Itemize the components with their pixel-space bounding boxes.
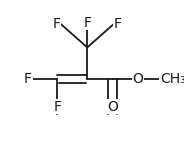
Text: O: O <box>107 100 118 114</box>
Text: F: F <box>52 17 60 31</box>
Text: F: F <box>83 16 91 30</box>
Text: O: O <box>132 72 143 86</box>
Text: CH₃: CH₃ <box>160 72 184 86</box>
Text: F: F <box>114 17 122 31</box>
Text: F: F <box>24 72 32 86</box>
Text: F: F <box>53 100 61 114</box>
